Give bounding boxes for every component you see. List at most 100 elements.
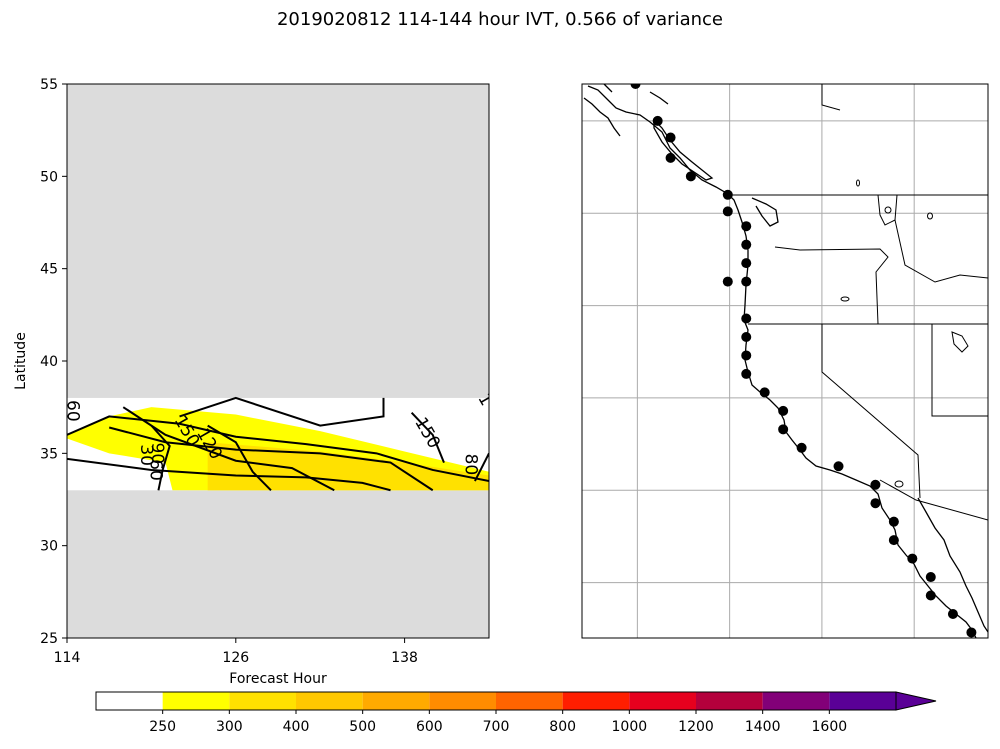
colorbar-cell (762, 692, 830, 710)
contour-line-6 (179, 396, 385, 427)
ivt-fill-1 (207, 442, 489, 491)
colorbar-cell (829, 692, 896, 710)
colorbar-cell (362, 692, 430, 710)
station-point (722, 189, 733, 200)
y-axis-label: Latitude (13, 332, 29, 390)
idaho-outline (877, 194, 988, 283)
x-tick-label: 114 (54, 650, 81, 666)
x-axis-ticks: 114 126 138 (54, 638, 418, 666)
station-point (741, 276, 752, 287)
colorbar-cells (96, 692, 896, 710)
y-tick-label: 45 (40, 262, 58, 278)
station-point (722, 276, 733, 287)
right-panel-frame (581, 83, 989, 639)
utah-arizona-border (931, 324, 988, 417)
station-point (665, 132, 676, 143)
montana-line (821, 84, 841, 111)
station-point (833, 461, 844, 472)
station-point (630, 84, 641, 89)
lake-2 (856, 179, 860, 187)
station-point (759, 387, 770, 398)
colorbar-cell (629, 692, 696, 710)
ivt-filled-regions (67, 407, 489, 491)
station-point (778, 405, 789, 416)
colorbar-tick-label: 1400 (745, 719, 781, 735)
colorbar-tick-label: 600 (416, 719, 443, 735)
colorbar-cell (296, 692, 363, 710)
colorbar-tick-label: 400 (283, 719, 310, 735)
y-tick-label: 55 (40, 77, 58, 93)
station-point (741, 313, 752, 324)
station-point (685, 171, 696, 182)
colorbar-tick-label: 1600 (812, 719, 848, 735)
colorbar-cell (696, 692, 763, 710)
colorbar-tick-label: 250 (149, 719, 176, 735)
contour-label-3: 90 (147, 443, 167, 465)
station-map-panel (581, 83, 989, 639)
lake-3 (884, 206, 892, 214)
colorbar-tick-label: 1200 (678, 719, 714, 735)
map-borders (730, 84, 988, 521)
y-tick-label: 40 (40, 354, 58, 370)
puget-sound (751, 197, 779, 227)
map-background (582, 84, 988, 638)
colorbar-cell (429, 692, 496, 710)
station-point (665, 152, 676, 163)
contour-label-7: 80 (461, 454, 481, 476)
contour-line-4 (150, 424, 171, 491)
contour-line-8 (474, 452, 489, 482)
station-point (870, 498, 881, 509)
station-point (966, 627, 977, 638)
colorbar-tick-label: 800 (549, 719, 576, 735)
station-point (741, 258, 752, 269)
contour-line-7 (410, 412, 445, 463)
station-point (870, 479, 881, 490)
x-tick-label: 138 (391, 650, 418, 666)
colorbar-ticks: 250 300 400 500 600 700 800 1000 1200 1400 1600 (149, 710, 847, 735)
inland-coast-detail (583, 84, 669, 137)
y-axis-ticks: 25 30 35 40 45 50 55 (40, 77, 67, 647)
lake-4 (927, 212, 933, 220)
us-mexico-border (879, 479, 988, 521)
station-point (947, 608, 958, 619)
station-point (925, 590, 936, 601)
salton-lake (894, 480, 904, 488)
station-point (741, 239, 752, 250)
figure-title: 2019020812 114-144 hour IVT, 0.566 of va… (276, 9, 723, 30)
y-tick-label: 25 (40, 631, 58, 647)
coastline (583, 84, 988, 638)
pacific-coastline (587, 85, 977, 638)
great-salt-lake (951, 331, 969, 353)
colorbar-cell (162, 692, 230, 710)
colorbar: 250 300 400 500 600 700 800 1000 1200 1400 1600 (95, 691, 937, 735)
contour-line-1 (108, 426, 434, 492)
map-gridlines (582, 84, 988, 638)
california-nevada-border (821, 324, 921, 499)
baja-california-outline (917, 497, 988, 633)
station-point (741, 331, 752, 342)
station-point (778, 424, 789, 435)
contour-line-2 (67, 457, 391, 492)
station-markers (630, 84, 977, 638)
colorbar-cell (496, 692, 563, 710)
y-tick-label: 30 (40, 539, 58, 555)
contour-line-0 (67, 415, 489, 483)
station-point (796, 442, 807, 453)
contour-line-5 (207, 424, 272, 491)
station-point (741, 221, 752, 232)
contour-label-5: 30 (136, 444, 156, 466)
colorbar-tick-label: 1000 (612, 719, 648, 735)
station-point (907, 553, 918, 564)
station-point (652, 115, 663, 126)
station-point (722, 206, 733, 217)
station-point (741, 368, 752, 379)
y-tick-label: 50 (40, 169, 58, 185)
contour-label-0: 60 (63, 400, 83, 422)
y-tick-label: 35 (40, 446, 58, 462)
x-axis-label: Forecast Hour (229, 671, 327, 687)
lakes (840, 179, 969, 488)
station-point (741, 350, 752, 361)
station-point (925, 572, 936, 583)
